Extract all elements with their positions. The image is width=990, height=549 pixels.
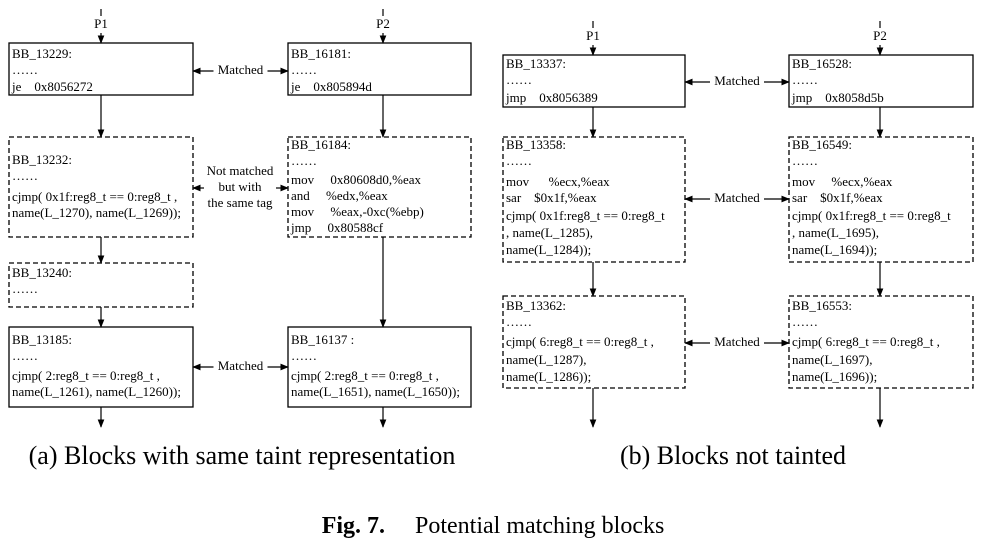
block-line: cjmp( 0x1f:reg8_t == 0:reg8_t , xyxy=(12,189,177,204)
block-line: cjmp( 6:reg8_t == 0:reg8_t , xyxy=(792,334,940,349)
basic-block xyxy=(287,42,472,96)
block-line: …… xyxy=(291,153,317,168)
path-label: P1 xyxy=(586,28,600,43)
block-line: jmp 0x80588cf xyxy=(290,220,384,235)
block-line: mov 0x80608d0,%eax xyxy=(291,172,421,187)
block-line: cjmp( 2:reg8_t == 0:reg8_t , xyxy=(291,368,439,383)
figure-caption: Fig. 7. Potential matching blocks xyxy=(292,513,683,539)
basic-block xyxy=(788,54,974,108)
block-line: BB_16549: xyxy=(792,137,852,152)
basic-block xyxy=(788,295,974,389)
block-line: cjmp( 0x1f:reg8_t == 0:reg8_t xyxy=(792,208,951,223)
block-line: BB_13240: xyxy=(12,265,72,280)
fig-text: Potential matching blocks xyxy=(415,513,664,539)
block-line: …… xyxy=(792,314,818,329)
block-line: , name(L_1285), xyxy=(506,225,593,240)
edge-label: Matched xyxy=(714,73,760,88)
caption-b: (b) Blocks not tainted xyxy=(620,441,846,470)
block-line: je 0x805894d xyxy=(290,79,372,94)
block-line: name(L_1697), xyxy=(792,352,873,367)
path-label: P1 xyxy=(94,16,108,31)
basic-block xyxy=(502,136,686,263)
block-line: and %edx,%eax xyxy=(291,188,388,203)
block-line: name(L_1696)); xyxy=(792,369,877,384)
block-line: , name(L_1695), xyxy=(792,225,879,240)
block-line: BB_16528: xyxy=(792,56,852,71)
block-line: BB_13337: xyxy=(506,56,566,71)
block-line: name(L_1286)); xyxy=(506,369,591,384)
block-line: cjmp( 0x1f:reg8_t == 0:reg8_t xyxy=(506,208,665,223)
note-line: Not matched xyxy=(207,163,274,178)
edge-label: Matched xyxy=(218,358,264,373)
block-line: …… xyxy=(506,314,532,329)
block-line: cjmp( 2:reg8_t == 0:reg8_t , xyxy=(12,368,160,383)
block-line: BB_13358: xyxy=(506,137,566,152)
block-line: BB_13362: xyxy=(506,298,566,313)
block-line: name(L_1287), xyxy=(506,352,587,367)
block-line: name(L_1284)); xyxy=(506,242,591,257)
block-line: …… xyxy=(792,153,818,168)
basic-block xyxy=(287,136,472,238)
block-line: …… xyxy=(506,153,532,168)
block-line: BB_16184: xyxy=(291,137,351,152)
edge-label: Matched xyxy=(218,62,264,77)
block-line: …… xyxy=(12,348,38,363)
block-line: …… xyxy=(12,168,38,183)
note-line: the same tag xyxy=(208,195,273,210)
edge-label: Matched xyxy=(714,334,760,349)
block-line: BB_16553: xyxy=(792,298,852,313)
block-line: …… xyxy=(291,348,317,363)
basic-block xyxy=(8,42,194,96)
block-line: …… xyxy=(792,72,818,87)
block-line: …… xyxy=(506,72,532,87)
path-label: P2 xyxy=(873,28,887,43)
block-line: …… xyxy=(291,62,317,77)
basic-block xyxy=(502,54,686,108)
block-line: je 0x8056272 xyxy=(11,79,93,94)
block-line: mov %ecx,%eax xyxy=(506,174,610,189)
block-line: BB_13185: xyxy=(12,332,72,347)
block-line: name(L_1651), name(L_1650)); xyxy=(291,384,460,399)
block-line: mov %eax,-0xc(%ebp) xyxy=(291,204,424,219)
block-line: jmp 0x8058d5b xyxy=(791,90,884,105)
fig-label: Fig. 7. xyxy=(322,513,385,539)
block-line: BB_16181: xyxy=(291,46,351,61)
edge-label: Matched xyxy=(714,190,760,205)
block-line: sar $0x1f,%eax xyxy=(792,190,883,205)
block-line: BB_13229: xyxy=(12,46,72,61)
block-line: BB_16137 : xyxy=(291,332,354,347)
basic-block xyxy=(502,295,686,389)
block-line: BB_13232: xyxy=(12,152,72,167)
block-line: cjmp( 6:reg8_t == 0:reg8_t , xyxy=(506,334,654,349)
block-line: mov %ecx,%eax xyxy=(792,174,893,189)
block-line: name(L_1261), name(L_1260)); xyxy=(12,384,181,399)
caption-a: (a) Blocks with same taint representatio… xyxy=(29,441,456,470)
basic-block xyxy=(287,326,472,408)
block-line: jmp 0x8056389 xyxy=(505,90,598,105)
path-label: P2 xyxy=(376,16,390,31)
block-line: …… xyxy=(12,62,38,77)
block-line: …… xyxy=(12,281,38,296)
block-line: name(L_1270), name(L_1269)); xyxy=(12,205,181,220)
block-line: name(L_1694)); xyxy=(792,242,877,257)
block-line: sar $0x1f,%eax xyxy=(506,190,597,205)
note-line: but with xyxy=(219,179,262,194)
